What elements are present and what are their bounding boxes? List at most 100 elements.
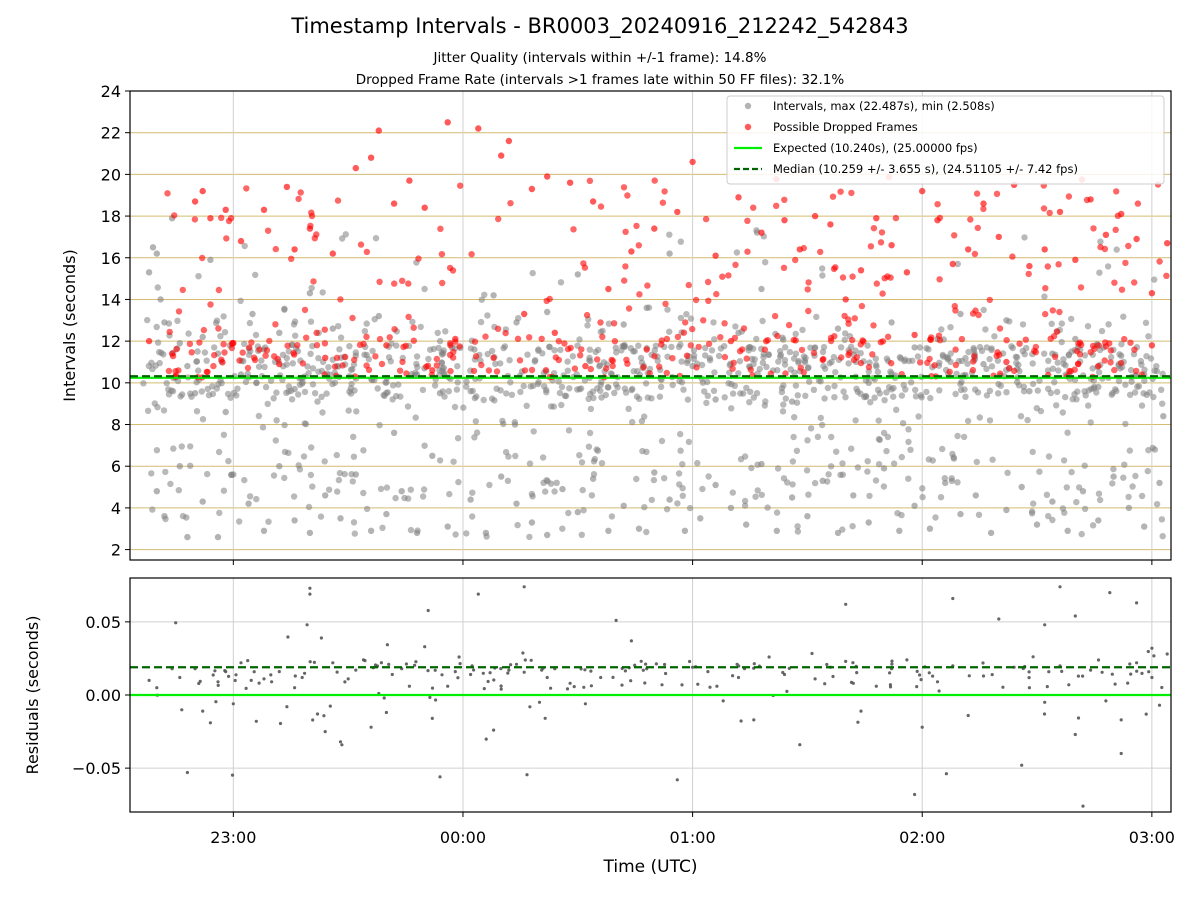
interval-point <box>222 408 229 416</box>
interval-point <box>1127 366 1135 374</box>
interval-point <box>683 311 690 318</box>
interval-point <box>469 489 476 496</box>
interval-point <box>694 459 701 467</box>
interval-point <box>445 388 452 395</box>
dropped-frame-point <box>266 337 273 345</box>
residual-point <box>507 668 511 672</box>
residual-point <box>178 675 182 680</box>
residual-point <box>1108 591 1112 595</box>
residual-point <box>981 674 986 678</box>
residual-point <box>249 678 253 683</box>
interval-point <box>221 329 229 336</box>
interval-point <box>779 408 787 415</box>
interval-point <box>163 380 170 387</box>
dropped-frame-point <box>980 200 987 207</box>
dropped-frame-point <box>732 261 739 268</box>
interval-point <box>712 481 719 489</box>
interval-point <box>1118 341 1125 348</box>
dropped-frame-point <box>705 340 713 347</box>
residual-point <box>589 684 594 688</box>
top-y-tick-label: 24 <box>101 82 121 101</box>
dropped-frame-point <box>702 215 710 223</box>
dropped-frame-point <box>651 225 658 232</box>
residual-point <box>691 665 695 669</box>
interval-point <box>1120 474 1127 481</box>
interval-point <box>169 388 177 395</box>
interval-point <box>450 458 457 465</box>
interval-point <box>309 365 317 372</box>
interval-point <box>1081 505 1089 513</box>
interval-point <box>957 380 964 388</box>
dropped-frame-point <box>1056 308 1063 316</box>
residual-point <box>951 596 955 601</box>
dropped-frame-point <box>873 280 880 287</box>
interval-point <box>848 445 855 452</box>
interval-point <box>162 515 169 523</box>
interval-point <box>1029 448 1036 456</box>
residual-point <box>660 683 664 687</box>
dropped-frame-point <box>1101 357 1108 364</box>
interval-point <box>551 347 558 354</box>
interval-point <box>704 392 711 399</box>
top-y-tick-label: 12 <box>101 332 121 351</box>
interval-point <box>261 363 268 371</box>
dropped-frame-point <box>685 281 692 289</box>
residual-point <box>428 695 432 700</box>
dropped-frame-point <box>310 278 317 285</box>
interval-point <box>762 259 769 266</box>
dropped-frame-point <box>1090 225 1097 232</box>
interval-point <box>674 500 681 507</box>
interval-point <box>473 429 481 436</box>
dropped-frame-point <box>538 335 545 342</box>
interval-point <box>309 381 317 388</box>
interval-point <box>154 404 161 411</box>
dropped-frame-point <box>781 196 788 203</box>
interval-point <box>246 493 254 500</box>
interval-point <box>758 491 765 499</box>
residual-point <box>180 708 184 712</box>
interval-point <box>872 477 880 484</box>
interval-point <box>1121 461 1128 468</box>
interval-point <box>304 363 311 370</box>
dropped-frame-point <box>207 215 214 222</box>
residual-point <box>721 699 725 703</box>
interval-point <box>335 476 343 484</box>
interval-point <box>1051 379 1058 386</box>
residual-point <box>499 684 503 688</box>
dropped-frame-point <box>283 183 291 191</box>
interval-point <box>1033 405 1041 412</box>
interval-point <box>198 388 205 395</box>
residual-point <box>457 655 461 659</box>
dropped-frame-point <box>594 356 601 363</box>
interval-point <box>901 356 909 363</box>
dropped-frame-point <box>470 367 478 375</box>
dropped-frame-point <box>804 286 811 293</box>
dropped-frame-point <box>704 278 712 286</box>
interval-point <box>390 429 398 436</box>
residual-point <box>521 651 525 655</box>
interval-point <box>1033 521 1041 528</box>
dropped-frame-point <box>750 204 757 211</box>
interval-point <box>553 479 560 486</box>
dropped-frame-point <box>773 202 780 209</box>
interval-point <box>727 504 735 512</box>
dropped-frame-point <box>471 338 479 345</box>
interval-point <box>753 335 760 343</box>
interval-point <box>611 389 618 397</box>
residual-point <box>476 592 480 596</box>
interval-point <box>666 328 673 335</box>
interval-point <box>605 320 613 327</box>
residual-point <box>426 669 430 673</box>
interval-point <box>463 383 470 390</box>
interval-point <box>888 319 895 326</box>
interval-point <box>175 487 182 494</box>
interval-point <box>1141 377 1148 384</box>
interval-point <box>608 513 616 520</box>
interval-point <box>393 342 400 349</box>
interval-point <box>1069 396 1076 403</box>
interval-point <box>484 312 491 319</box>
interval-point <box>404 403 412 410</box>
dropped-frame-point <box>713 290 720 298</box>
dropped-frame-point <box>396 367 404 374</box>
dropped-frame-point <box>468 251 475 258</box>
